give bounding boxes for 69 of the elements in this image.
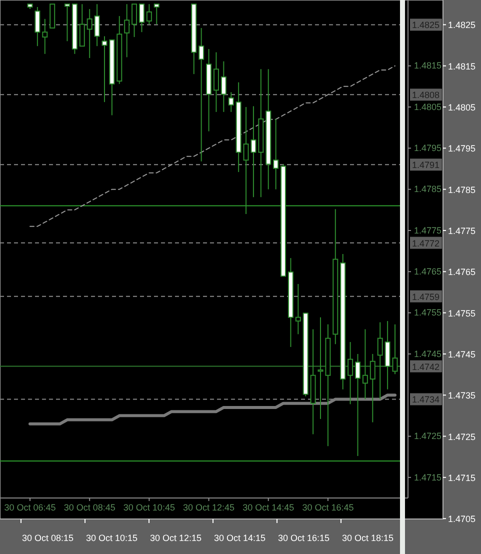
y-tick-label: 1.4765 [414, 266, 442, 277]
text: 1.4735 [448, 390, 476, 401]
ref-line-label: 1.4825 [412, 20, 440, 30]
x-tick-label: 30 Oct 08:45 [64, 502, 116, 512]
text: 1.4775 [448, 226, 476, 236]
text: 1.4705 [448, 514, 476, 524]
text: 1.4795 [448, 144, 476, 154]
text: 1.4725 [448, 432, 476, 442]
text: 1.4715 [448, 472, 476, 483]
candlestick [273, 118, 279, 190]
candlestick [79, 4, 85, 47]
text: 1.4765 [448, 267, 476, 278]
y-tick-label: 1.4795 [414, 143, 442, 154]
candlestick [220, 60, 226, 112]
candlestick [392, 324, 398, 375]
candlestick [355, 353, 361, 457]
ref-line-label: 1.4759 [412, 292, 440, 302]
ref-line-label: 1.4772 [412, 238, 440, 248]
candlestick [362, 328, 368, 400]
text: 1.4815 [448, 61, 476, 72]
text: 30 Oct 18:15 [342, 533, 394, 543]
candlestick [50, 4, 56, 28]
ref-line-label: 1.4742 [412, 362, 440, 372]
candlestick [64, 4, 70, 42]
x-tick-label: 30 Oct 06:45 [4, 502, 56, 512]
x-tick-label: 30 Oct 10:45 [123, 502, 175, 512]
text: 1.4755 [448, 308, 476, 318]
candlestick [154, 4, 160, 25]
candlestick [228, 92, 234, 112]
candlestick [94, 4, 100, 47]
text: 1.4825 [448, 20, 476, 30]
candlestick [102, 36, 108, 103]
x-tick-label: 30 Oct 16:45 [302, 502, 354, 512]
candlestick [348, 342, 354, 405]
text: 30 Oct 16:15 [278, 533, 330, 543]
y-tick-label: 1.4815 [414, 60, 442, 71]
candlestick [213, 52, 219, 112]
candlestick [377, 322, 383, 400]
ref-line-label: 1.4808 [412, 90, 440, 100]
text: 30 Oct 08:15 [22, 533, 74, 543]
candlestick [138, 4, 144, 33]
x-tick-label: 30 Oct 14:45 [242, 502, 294, 512]
candlestick [124, 4, 130, 58]
y-tick-label: 1.4785 [414, 184, 442, 194]
line-series [28, 394, 396, 426]
text: 1.4805 [448, 102, 476, 113]
candlestick [132, 4, 138, 38]
y-tick-label: 1.4745 [414, 348, 442, 359]
line-series [30, 65, 396, 227]
candlestick [34, 6, 40, 47]
candlestick [42, 18, 48, 54]
text: 1.4785 [448, 184, 476, 195]
candlestick [370, 353, 376, 423]
candlestick [295, 283, 301, 335]
ref-line-label: 1.4791 [412, 160, 440, 170]
y-tick-label: 1.4775 [414, 225, 442, 236]
text: 30 Oct 10:15 [86, 533, 138, 543]
candlestick [146, 4, 152, 25]
x-tick-label: 30 Oct 12:45 [183, 502, 235, 512]
y-tick-label: 1.4715 [414, 472, 442, 482]
text: 30 Oct 12:15 [150, 533, 202, 543]
y-tick-label: 1.4755 [414, 308, 442, 318]
candlestick [198, 27, 204, 162]
ref-line-label: 1.4734 [412, 394, 440, 405]
candlestick [86, 8, 92, 59]
text: 1.4745 [448, 349, 476, 360]
y-tick-label: 1.4725 [414, 431, 442, 442]
y-tick-label: 1.4805 [414, 102, 442, 112]
text: 30 Oct 14:15 [214, 533, 266, 543]
